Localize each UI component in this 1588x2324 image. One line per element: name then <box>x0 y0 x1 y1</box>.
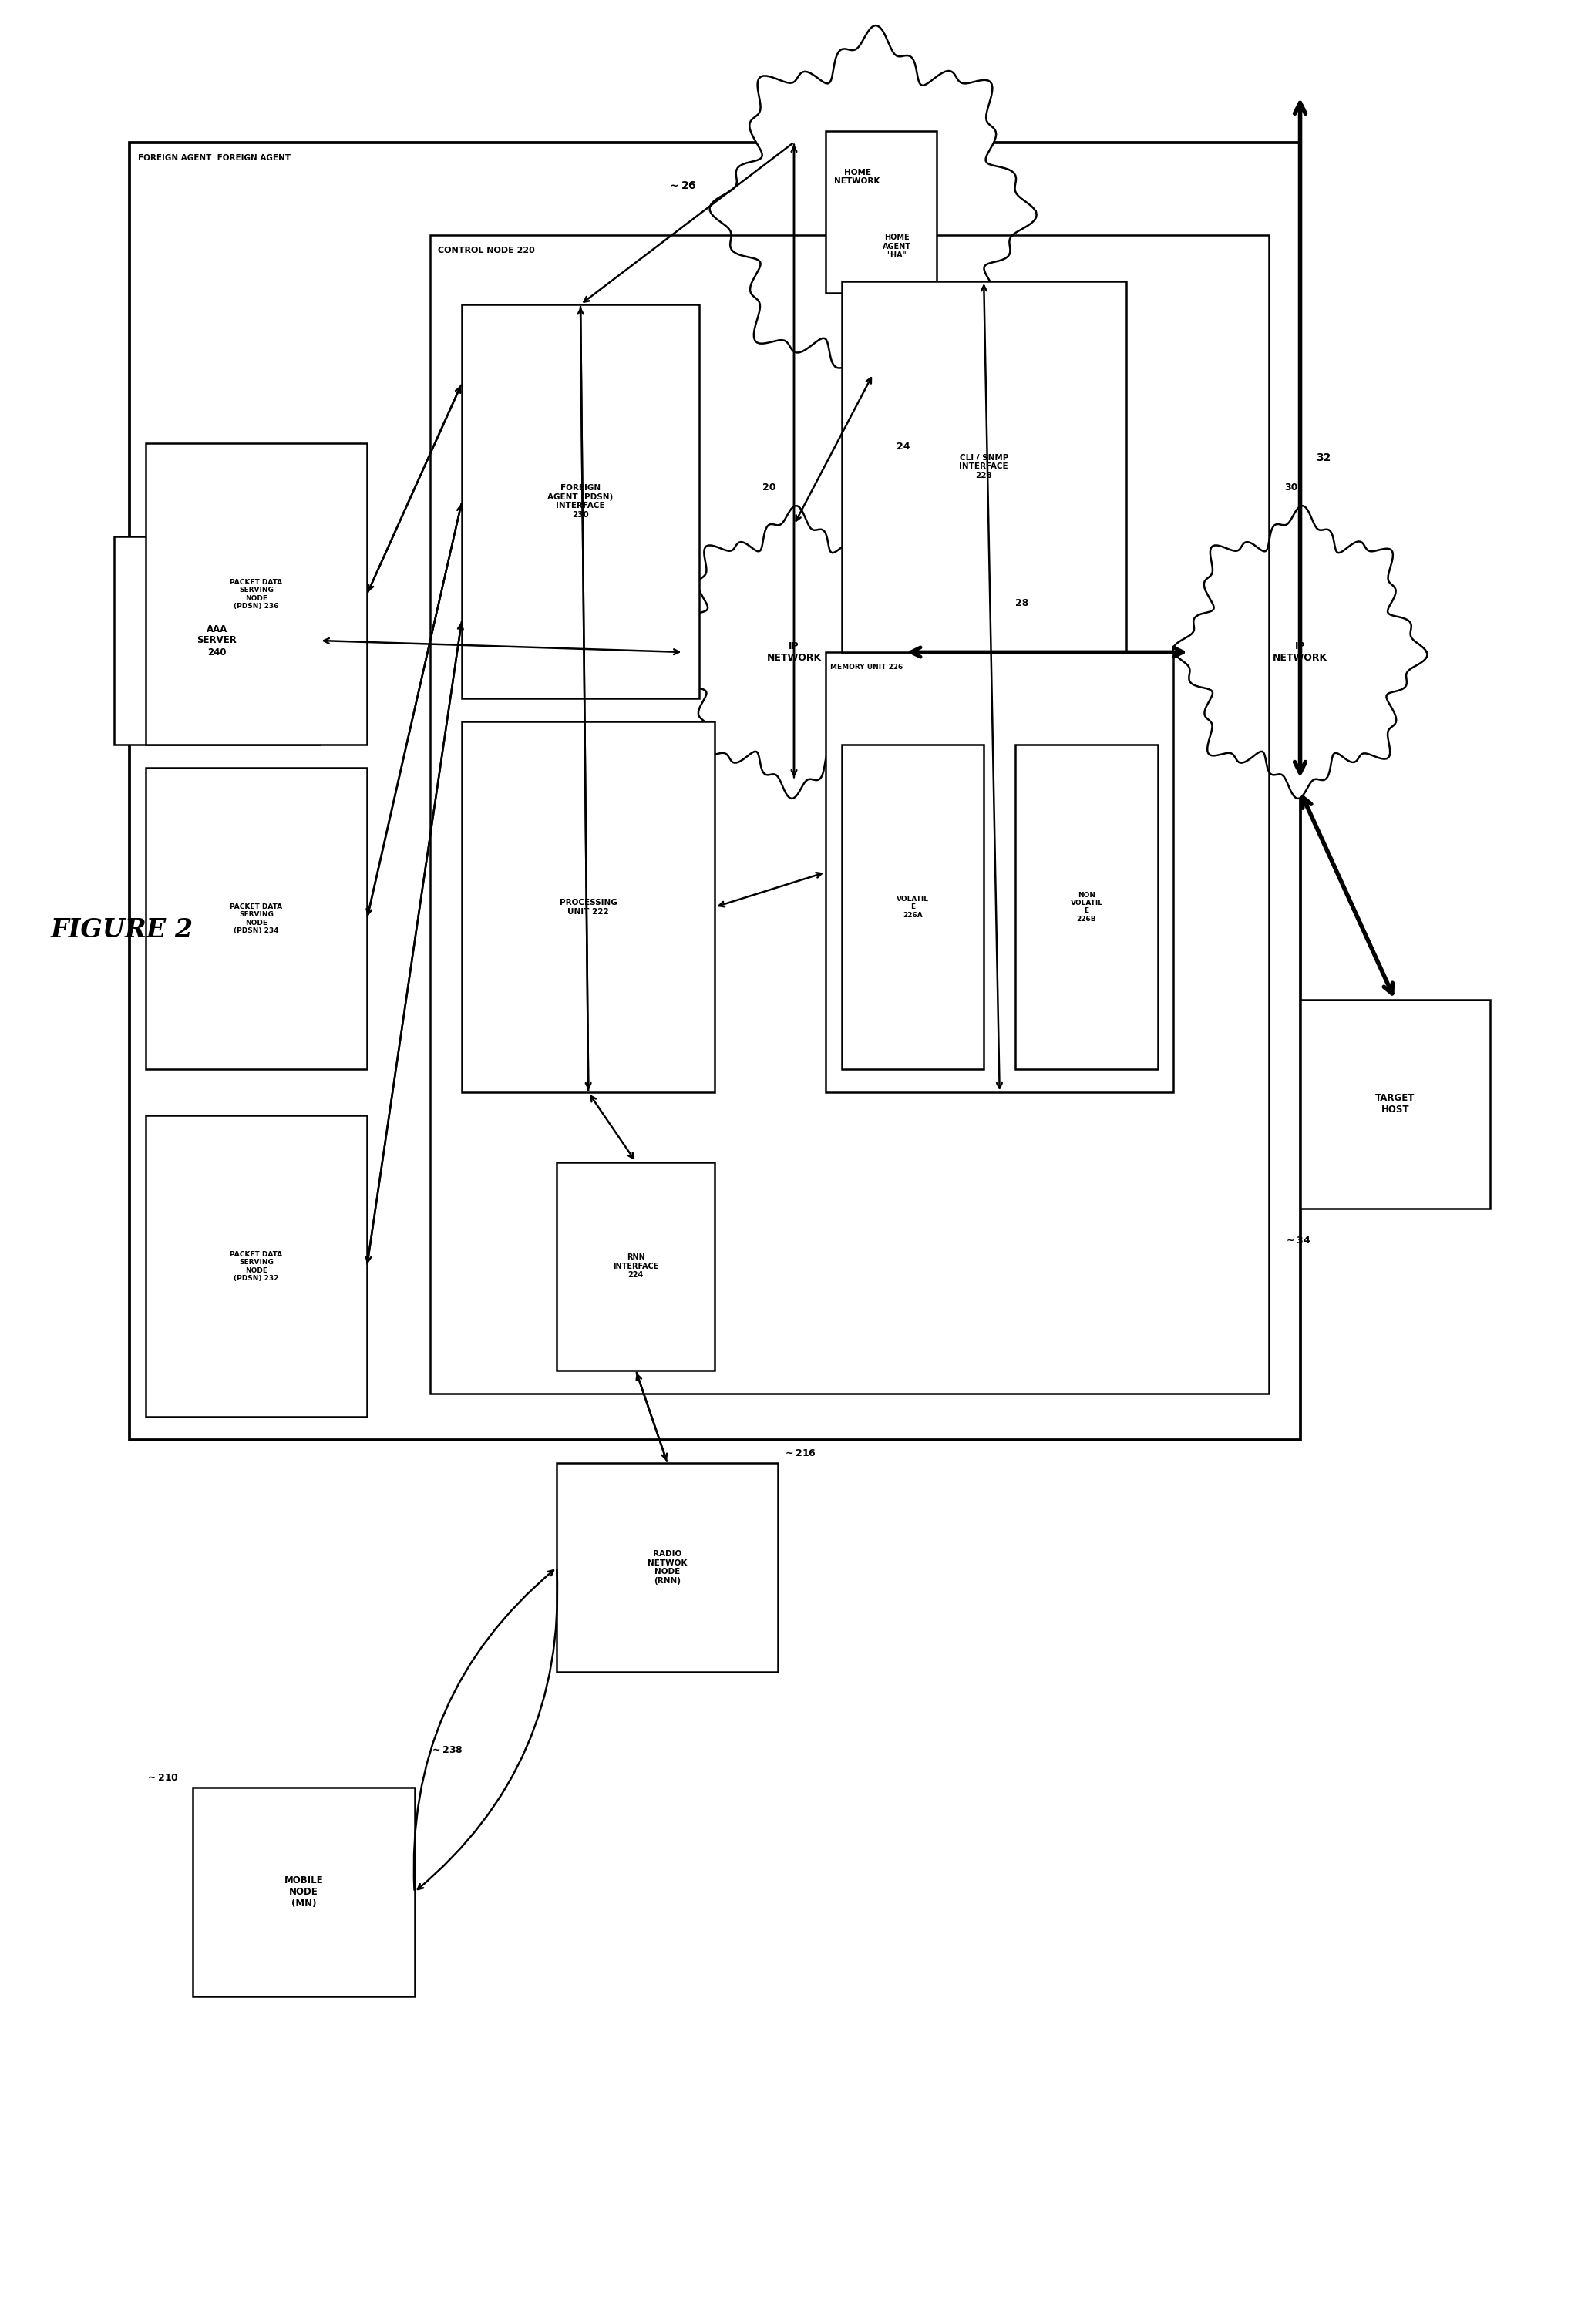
Text: FOREIGN AGENT  FOREIGN AGENT: FOREIGN AGENT FOREIGN AGENT <box>138 153 291 163</box>
Text: IP
NETWORK: IP NETWORK <box>1272 641 1328 662</box>
FancyBboxPatch shape <box>826 130 937 293</box>
FancyBboxPatch shape <box>430 235 1269 1394</box>
FancyBboxPatch shape <box>842 744 985 1069</box>
FancyBboxPatch shape <box>194 1787 414 1996</box>
Text: CLI / SNMP
INTERFACE
228: CLI / SNMP INTERFACE 228 <box>959 453 1008 479</box>
Text: PROCESSING
UNIT 222: PROCESSING UNIT 222 <box>559 899 618 916</box>
Text: IP
NETWORK: IP NETWORK <box>767 641 821 662</box>
Text: $\mathregular{\sim}$216: $\mathregular{\sim}$216 <box>783 1448 816 1459</box>
Text: NON
VOLATIL
E
226B: NON VOLATIL E 226B <box>1070 892 1102 923</box>
Text: CONTROL NODE 220: CONTROL NODE 220 <box>438 246 535 253</box>
Text: 32: 32 <box>1316 453 1331 462</box>
FancyBboxPatch shape <box>1301 999 1490 1208</box>
FancyBboxPatch shape <box>462 723 715 1092</box>
Text: $\mathregular{\sim}$210: $\mathregular{\sim}$210 <box>146 1773 178 1783</box>
Text: 20: 20 <box>762 481 777 493</box>
FancyBboxPatch shape <box>146 1116 367 1418</box>
Text: PACKET DATA
SERVING
NODE
(PDSN) 234: PACKET DATA SERVING NODE (PDSN) 234 <box>230 904 283 934</box>
FancyBboxPatch shape <box>557 1464 778 1671</box>
FancyBboxPatch shape <box>826 653 1174 1092</box>
Text: HOME
NETWORK: HOME NETWORK <box>834 170 880 186</box>
FancyBboxPatch shape <box>146 767 367 1069</box>
Text: $\mathregular{\sim}$26: $\mathregular{\sim}$26 <box>667 181 697 191</box>
Polygon shape <box>710 26 1037 397</box>
Text: HOME
AGENT
"HA": HOME AGENT "HA" <box>883 235 912 260</box>
FancyBboxPatch shape <box>146 444 367 744</box>
Text: MOBILE
NODE
(MN): MOBILE NODE (MN) <box>284 1875 324 1908</box>
Text: $\mathregular{\sim}$34: $\mathregular{\sim}$34 <box>1285 1236 1310 1246</box>
FancyBboxPatch shape <box>842 281 1126 653</box>
Text: 30: 30 <box>1285 481 1297 493</box>
FancyBboxPatch shape <box>462 304 699 700</box>
Text: 24: 24 <box>897 442 910 451</box>
FancyBboxPatch shape <box>114 537 319 744</box>
Text: 28: 28 <box>1015 597 1029 609</box>
Text: AAA
SERVER
240: AAA SERVER 240 <box>197 623 237 658</box>
Text: TARGET
HOST: TARGET HOST <box>1375 1092 1415 1116</box>
Text: PACKET DATA
SERVING
NODE
(PDSN) 232: PACKET DATA SERVING NODE (PDSN) 232 <box>230 1250 283 1283</box>
Polygon shape <box>1174 507 1428 799</box>
Text: RADIO
NETWOK
NODE
(RNN): RADIO NETWOK NODE (RNN) <box>648 1550 688 1585</box>
FancyBboxPatch shape <box>130 142 1301 1441</box>
FancyBboxPatch shape <box>1015 744 1158 1069</box>
FancyBboxPatch shape <box>557 1162 715 1371</box>
Text: PACKET DATA
SERVING
NODE
(PDSN) 236: PACKET DATA SERVING NODE (PDSN) 236 <box>230 579 283 609</box>
Text: MEMORY UNIT 226: MEMORY UNIT 226 <box>831 665 904 672</box>
Text: VOLATIL
E
226A: VOLATIL E 226A <box>897 895 929 918</box>
Text: FOREIGN
AGENT (PDSN)
INTERFACE
230: FOREIGN AGENT (PDSN) INTERFACE 230 <box>548 483 613 518</box>
Text: RNN
INTERFACE
224: RNN INTERFACE 224 <box>613 1253 659 1278</box>
Text: FIGURE 2: FIGURE 2 <box>51 918 194 944</box>
Text: $\mathregular{\sim}$238: $\mathregular{\sim}$238 <box>430 1745 464 1755</box>
Polygon shape <box>667 507 921 799</box>
